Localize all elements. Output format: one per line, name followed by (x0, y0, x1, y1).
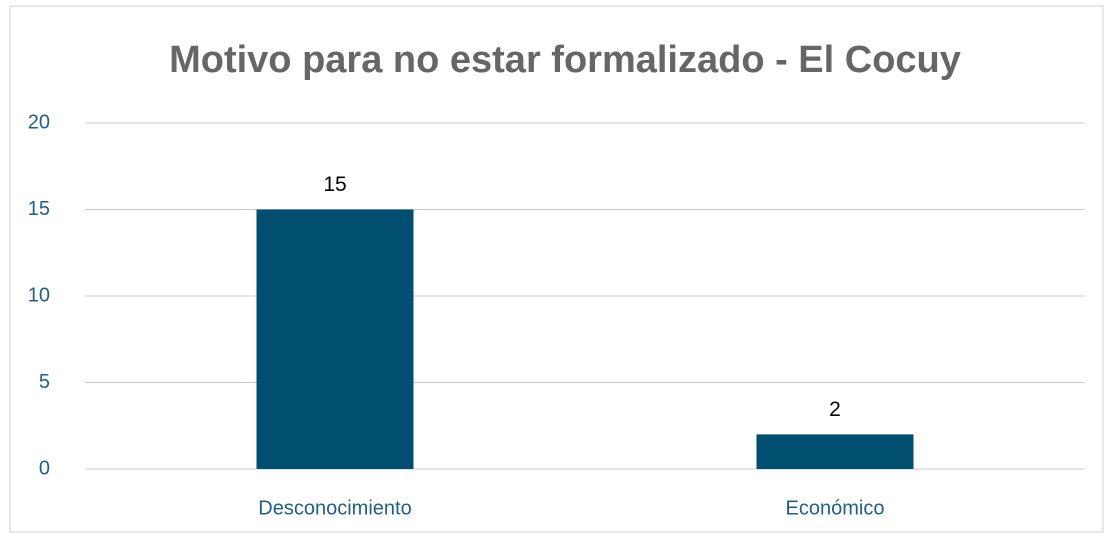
x-tick-label: Económico (786, 497, 885, 519)
bar (756, 434, 914, 469)
y-tick-label: 20 (28, 111, 50, 133)
y-tick-label: 15 (28, 198, 50, 220)
x-tick-label: Desconocimiento (258, 497, 411, 519)
chart-frame (9, 5, 1104, 533)
y-tick-label: 10 (28, 284, 50, 306)
bar (256, 209, 414, 469)
value-label: 2 (829, 398, 841, 421)
chart-title: Motivo para no estar formalizado - El Co… (169, 39, 961, 81)
y-tick-label: 0 (39, 457, 50, 479)
y-tick-label: 5 (39, 371, 50, 393)
value-label: 15 (323, 173, 346, 196)
